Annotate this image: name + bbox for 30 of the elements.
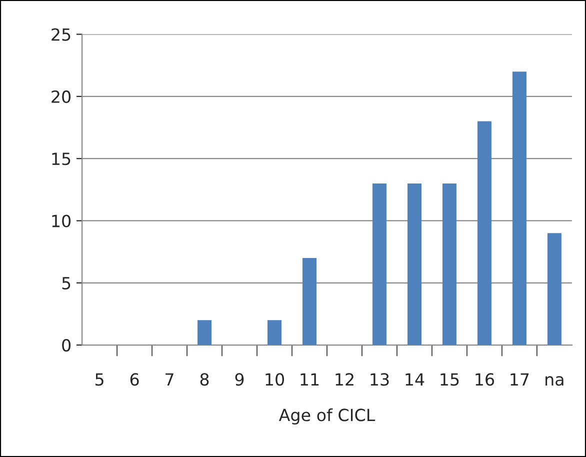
x-tick-label: 5 — [96, 373, 104, 386]
y-tick-label: 0 — [62, 338, 71, 352]
x-tick-label: 7 — [166, 373, 174, 386]
x-tick-label: 16 — [476, 373, 494, 386]
bar — [512, 72, 526, 346]
x-tick-label: 13 — [370, 373, 389, 386]
y-tick-label: 5 — [62, 277, 70, 290]
x-tick-label: 17 — [510, 373, 529, 386]
x-axis-title: Age of CICL — [278, 408, 376, 425]
y-tick-label: 15 — [52, 152, 70, 166]
bar — [442, 183, 456, 346]
x-tick-label: 9 — [235, 373, 244, 386]
bar — [268, 320, 282, 346]
y-tick-label: 10 — [52, 214, 71, 228]
x-tick-label: na — [546, 376, 564, 386]
y-tick-label: 20 — [52, 90, 71, 103]
x-tick-label: 11 — [300, 373, 319, 386]
x-tick-label: 8 — [200, 373, 209, 386]
x-tick-label: 14 — [406, 373, 424, 386]
x-tick-label: 6 — [130, 373, 139, 386]
bar — [302, 258, 316, 346]
x-tick-label: 10 — [266, 373, 284, 386]
bar — [547, 233, 562, 346]
y-tick-label: 25 — [52, 28, 70, 41]
bar — [198, 320, 212, 346]
bar — [407, 183, 422, 346]
bar — [477, 121, 492, 346]
bar — [372, 183, 386, 346]
x-tick-label: 12 — [336, 373, 354, 386]
x-tick-label: 15 — [440, 373, 459, 386]
